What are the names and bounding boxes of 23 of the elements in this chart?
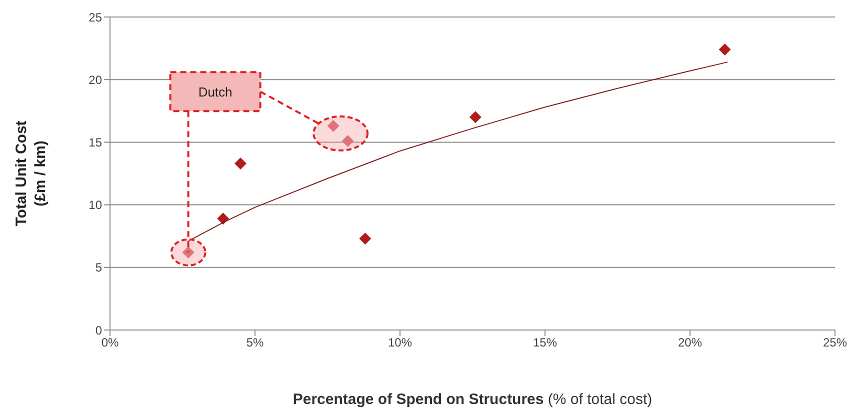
x-tick-label: 25% bbox=[822, 336, 848, 350]
y-tick-label: 5 bbox=[95, 260, 102, 275]
point bbox=[217, 212, 230, 225]
point bbox=[234, 157, 246, 170]
y-tick-label: 25 bbox=[88, 10, 102, 24]
y-axis-title: Total Unit Cost (£m / km) bbox=[13, 120, 49, 226]
point bbox=[342, 134, 354, 147]
y-tick-label: 20 bbox=[88, 72, 102, 87]
dutch-callout: Dutch bbox=[169, 71, 369, 266]
x-tick-label: 5% bbox=[246, 336, 264, 350]
point bbox=[718, 44, 731, 56]
y-tick-label: 0 bbox=[95, 323, 102, 338]
x-tick-label: 0% bbox=[101, 336, 119, 350]
x-axis-title: Percentage of Spend on Structures (% of total cost) bbox=[292, 391, 652, 408]
point bbox=[327, 120, 340, 132]
point bbox=[359, 232, 372, 245]
x-tick-label: 20% bbox=[678, 336, 702, 350]
y-tick-label: 15 bbox=[88, 135, 102, 150]
annotation: Dutch bbox=[198, 84, 232, 100]
point bbox=[469, 111, 482, 124]
y-tick-label: 10 bbox=[88, 198, 102, 212]
x-tick-label: 15% bbox=[532, 336, 558, 350]
x-tick-label: 10% bbox=[388, 336, 412, 350]
